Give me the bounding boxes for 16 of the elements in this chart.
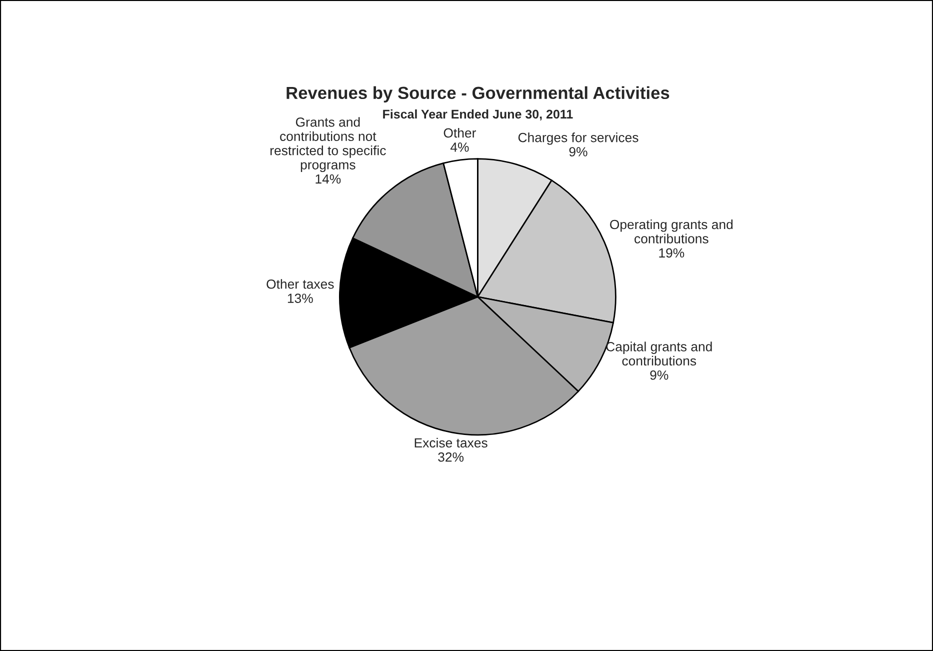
slice-label: Grants and contributions not restricted to specific programs [270, 117, 386, 172]
slice-label: Capital grants and contributions [606, 342, 712, 366]
data-label: 9% [569, 147, 588, 156]
slice-label: Other taxes [266, 279, 334, 289]
data-label: 19% [659, 248, 684, 258]
data-label: 4% [450, 142, 469, 152]
chart-subtitle: Fiscal Year Ended June 30, 2011 [383, 109, 573, 120]
slice-label: Charges for services [518, 132, 638, 145]
slice-label: Operating grants and contributions [610, 219, 733, 244]
chart-title: Revenues by Source - Governmental Activities [286, 86, 670, 102]
data-label: 13% [288, 294, 313, 303]
slice-label: Other [444, 128, 476, 138]
data-label: 32% [438, 452, 464, 462]
data-label: 9% [650, 370, 668, 380]
slice-label: Excise taxes [414, 438, 488, 448]
data-label: 14% [316, 174, 341, 184]
